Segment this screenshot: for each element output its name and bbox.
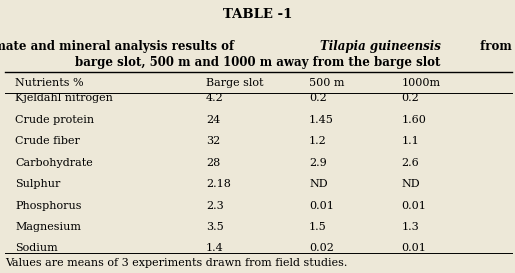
Text: Sulphur: Sulphur	[15, 179, 61, 189]
Text: Phosphorus: Phosphorus	[15, 201, 82, 210]
Text: 2.9: 2.9	[309, 158, 327, 168]
Text: TABLE -1: TABLE -1	[223, 8, 292, 21]
Text: ND: ND	[309, 179, 328, 189]
Text: 1.1: 1.1	[402, 136, 419, 146]
Text: Crude fiber: Crude fiber	[15, 136, 80, 146]
Text: Proximate and mineral analysis results of: Proximate and mineral analysis results o…	[0, 40, 238, 53]
Text: 32: 32	[206, 136, 220, 146]
Text: Sodium: Sodium	[15, 244, 58, 253]
Text: 0.01: 0.01	[402, 201, 426, 210]
Text: barge slot, 500 m and 1000 m away from the barge slot: barge slot, 500 m and 1000 m away from t…	[75, 56, 440, 69]
Text: 28: 28	[206, 158, 220, 168]
Text: 24: 24	[206, 115, 220, 125]
Text: Crude protein: Crude protein	[15, 115, 95, 125]
Text: Carbohydrate: Carbohydrate	[15, 158, 93, 168]
Text: 0.2: 0.2	[402, 93, 419, 103]
Text: 2.3: 2.3	[206, 201, 224, 210]
Text: 1.5: 1.5	[309, 222, 327, 232]
Text: 0.2: 0.2	[309, 93, 327, 103]
Text: Magnesium: Magnesium	[15, 222, 81, 232]
Text: 3.5: 3.5	[206, 222, 224, 232]
Text: Kjeldahl nitrogen: Kjeldahl nitrogen	[15, 93, 113, 103]
Text: Values are means of 3 experiments drawn from field studies.: Values are means of 3 experiments drawn …	[5, 258, 348, 268]
Text: 0.01: 0.01	[309, 201, 334, 210]
Text: 0.02: 0.02	[309, 244, 334, 253]
Text: 1.4: 1.4	[206, 244, 224, 253]
Text: 500 m: 500 m	[309, 78, 345, 88]
Text: 0.01: 0.01	[402, 244, 426, 253]
Text: 4.2: 4.2	[206, 93, 224, 103]
Text: 1.60: 1.60	[402, 115, 426, 125]
Text: ND: ND	[402, 179, 420, 189]
Text: 2.6: 2.6	[402, 158, 419, 168]
Text: Tilapia guineensis: Tilapia guineensis	[320, 40, 440, 53]
Text: Barge slot: Barge slot	[206, 78, 264, 88]
Text: Nutrients %: Nutrients %	[15, 78, 84, 88]
Text: 1.45: 1.45	[309, 115, 334, 125]
Text: 2.18: 2.18	[206, 179, 231, 189]
Text: 1000m: 1000m	[402, 78, 441, 88]
Text: 1.2: 1.2	[309, 136, 327, 146]
Text: from the: from the	[476, 40, 515, 53]
Text: 1.3: 1.3	[402, 222, 419, 232]
